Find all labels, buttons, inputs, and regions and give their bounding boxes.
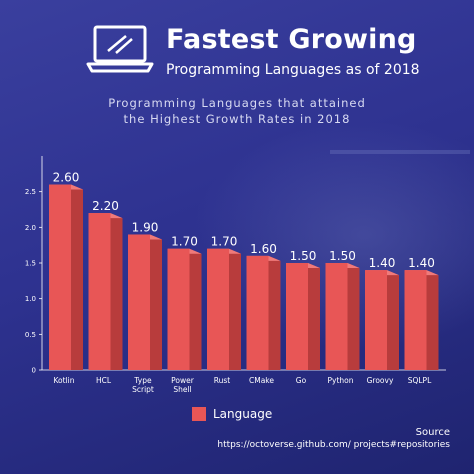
y-tick-label: 2.5 bbox=[25, 188, 36, 196]
source-link[interactable]: https://octoverse.github.com/ projects#r… bbox=[217, 440, 450, 450]
legend-label: Language bbox=[213, 407, 273, 421]
laptop-icon bbox=[86, 25, 154, 73]
category-label: Kotlin bbox=[54, 376, 75, 385]
category-label: Groovy bbox=[367, 376, 394, 385]
data-label: 2.60 bbox=[53, 171, 80, 185]
bar bbox=[325, 263, 348, 370]
data-label: 1.70 bbox=[171, 235, 198, 249]
data-label: 1.70 bbox=[211, 235, 238, 249]
category-label: Go bbox=[296, 376, 307, 385]
category-label: Type Script bbox=[132, 376, 154, 394]
y-tick-label: 2.0 bbox=[25, 224, 36, 232]
bar-side bbox=[387, 270, 399, 370]
bar bbox=[286, 263, 308, 370]
bar bbox=[49, 184, 71, 370]
bar-side bbox=[308, 263, 320, 370]
category-label: Python bbox=[328, 376, 354, 385]
y-tick-label: 1.5 bbox=[25, 260, 36, 268]
source-title: Source bbox=[415, 427, 450, 438]
data-label: 1.60 bbox=[250, 242, 277, 256]
page-title: Fastest Growing bbox=[166, 24, 417, 55]
bar-side bbox=[110, 213, 123, 370]
chart-caption-line-1: Programming Languages that attained bbox=[108, 96, 366, 110]
bar-side bbox=[229, 248, 241, 370]
data-label: 2.20 bbox=[92, 199, 119, 213]
bar-side bbox=[268, 255, 281, 370]
legend-swatch bbox=[192, 407, 206, 421]
bar bbox=[128, 234, 150, 370]
category-label: HCL bbox=[96, 376, 112, 385]
bar bbox=[207, 248, 229, 370]
chart-caption-line-2: the Highest Growth Rates in 2018 bbox=[123, 112, 351, 126]
y-tick-label: 1.0 bbox=[25, 295, 36, 303]
y-tick-label: 0.5 bbox=[25, 331, 36, 339]
bar bbox=[246, 255, 269, 370]
bar bbox=[88, 213, 111, 370]
bar-side bbox=[347, 263, 360, 370]
bar bbox=[404, 270, 427, 370]
bar-side bbox=[189, 248, 202, 370]
bar-side bbox=[150, 234, 162, 370]
category-label: SQLPL bbox=[408, 376, 432, 385]
category-label: Power Shell bbox=[171, 376, 195, 394]
bar bbox=[365, 270, 387, 370]
bar bbox=[167, 248, 190, 370]
background-stripe bbox=[330, 150, 470, 154]
data-label: 1.40 bbox=[369, 256, 396, 270]
y-tick-label: 0 bbox=[32, 367, 36, 375]
bar-side bbox=[426, 270, 439, 370]
chart-legend: Language bbox=[192, 407, 272, 421]
bar-chart: 0 0.5 1.0 1.5 2.0 2.5 2.60 Kotlin 2.20 HCL 1.90 Ty… bbox=[25, 156, 446, 394]
data-label: 1.90 bbox=[132, 220, 159, 234]
category-label: Rust bbox=[214, 376, 231, 385]
category-label: CMake bbox=[249, 376, 274, 385]
data-label: 1.50 bbox=[290, 249, 317, 263]
data-label: 1.40 bbox=[408, 256, 435, 270]
page-subtitle: Programming Languages as of 2018 bbox=[166, 62, 420, 78]
bar-side bbox=[71, 184, 83, 370]
data-label: 1.50 bbox=[329, 249, 356, 263]
